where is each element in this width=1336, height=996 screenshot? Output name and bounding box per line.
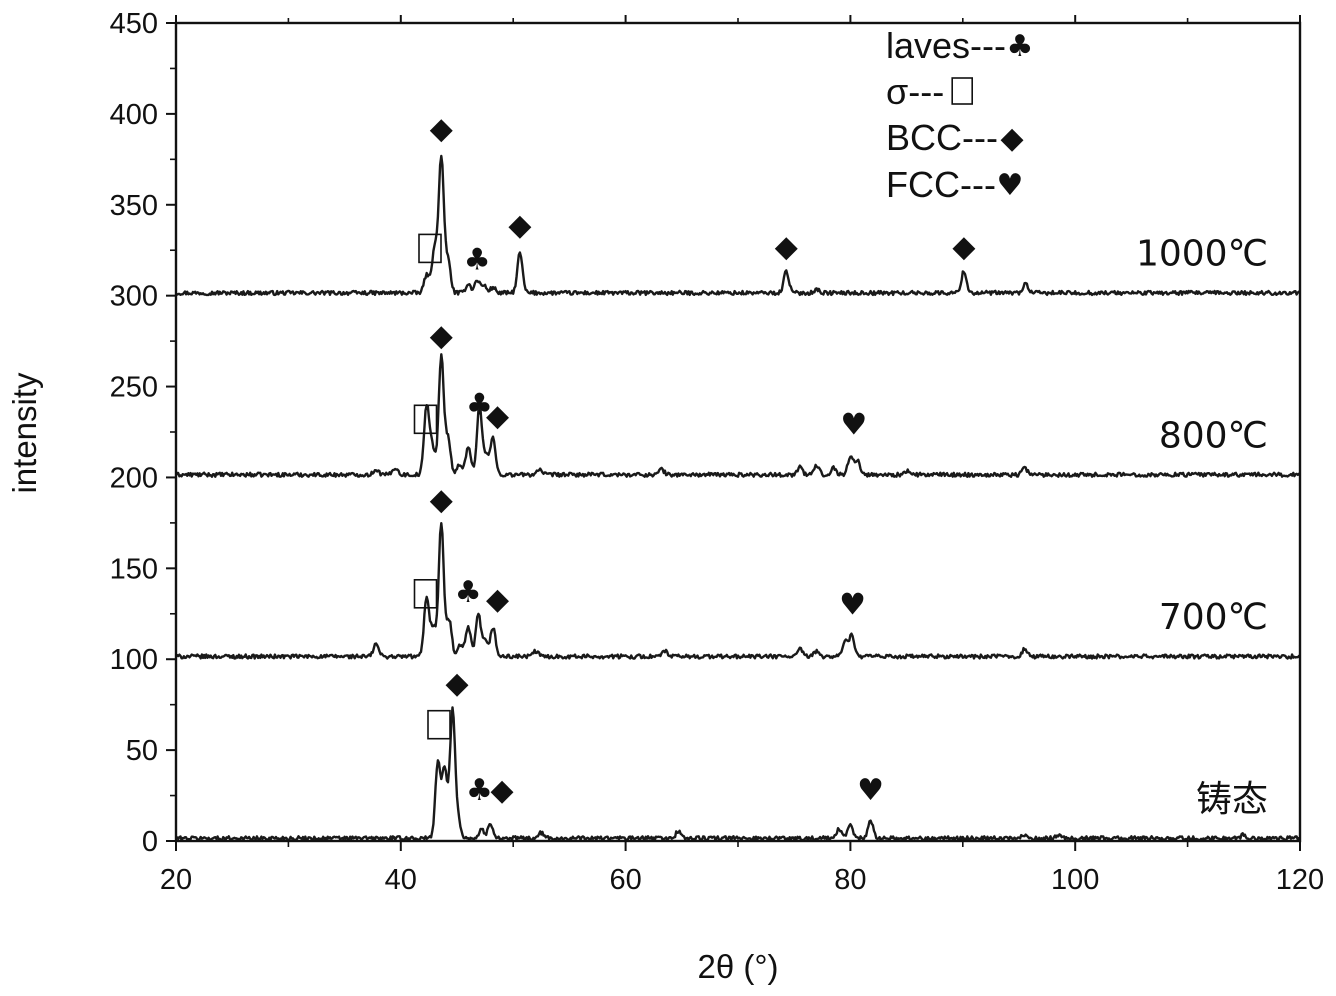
legend-sigma-symbol <box>951 77 974 105</box>
y-tick-label: 350 <box>110 190 158 222</box>
series-layer: 1000℃ 800℃ 700℃ 铸态 <box>174 154 1301 842</box>
diamond-phase-marker: ◆ <box>430 482 453 517</box>
sigma-phase-marker <box>413 404 438 435</box>
heart-phase-marker: ♥ <box>857 773 884 808</box>
legend-entry-text: FCC--- <box>886 164 996 205</box>
legend-diamond-symbol: ◆ <box>1000 121 1023 156</box>
series-label: 700℃ <box>1159 597 1268 638</box>
diamond-phase-marker: ◆ <box>490 773 513 808</box>
series-line <box>175 706 1301 842</box>
sigma-phase-marker <box>427 709 451 740</box>
legend-heart-symbol: ♥ <box>997 168 1024 203</box>
diamond-phase-marker: ◆ <box>486 399 509 434</box>
axis-layer: 20 40 60 80 100 120 0 50 100 150 200 250 300 350 400 45… <box>110 8 1325 896</box>
heart-phase-marker: ♥ <box>839 588 866 623</box>
series-label: 1000℃ <box>1136 234 1268 275</box>
y-tick-label: 0 <box>142 826 158 858</box>
legend-entry-text: BCC--- <box>886 117 998 158</box>
y-tick-label: 450 <box>110 8 158 40</box>
series-line <box>175 154 1301 297</box>
x-tick-label: 100 <box>1051 864 1099 896</box>
x-axis-label: 2θ (°) <box>697 948 778 985</box>
legend-entry-text: laves--- <box>886 25 1006 66</box>
club-phase-marker: ♣ <box>466 388 493 423</box>
x-tick-label: 80 <box>834 864 866 896</box>
club-phase-marker: ♣ <box>466 773 493 808</box>
series-line <box>174 353 1301 478</box>
x-tick-label: 120 <box>1276 864 1324 896</box>
x-tick-label: 60 <box>609 864 641 896</box>
heart-phase-marker: ♥ <box>840 408 867 443</box>
x-tick-label: 20 <box>160 864 192 896</box>
diamond-phase-marker: ◆ <box>486 582 509 617</box>
y-tick-label: 400 <box>110 99 158 131</box>
diamond-phase-marker: ◆ <box>430 111 453 146</box>
series-label: 铸态 <box>1196 779 1268 820</box>
legend-entry-text: σ--- <box>886 71 944 112</box>
y-tick-label: 300 <box>110 281 158 313</box>
series-label: 800℃ <box>1159 415 1268 456</box>
y-axis-label: intensity <box>6 372 43 494</box>
series-line <box>174 522 1301 660</box>
diamond-phase-marker: ◆ <box>508 208 531 243</box>
legend: laves--- ♣ σ--- BCC--- ◆FCC--- ♥ <box>886 25 1033 205</box>
y-tick-label: 200 <box>110 462 158 494</box>
y-tick-label: 150 <box>110 553 158 585</box>
x-tick-label: 40 <box>385 864 417 896</box>
diamond-phase-marker: ◆ <box>952 230 975 265</box>
diamond-phase-marker: ◆ <box>445 666 468 701</box>
legend-club-symbol: ♣ <box>1007 29 1034 64</box>
club-phase-marker: ♣ <box>455 575 482 610</box>
sigma-phase-marker <box>418 233 442 264</box>
sigma-phase-marker <box>413 578 438 609</box>
y-tick-label: 50 <box>126 735 158 767</box>
diamond-phase-marker: ◆ <box>430 319 453 354</box>
marker-layer: ◆♣◆◆ ◆◆♣◆ ♥◆♣ ◆ ♥◆♣◆ ♥ <box>413 111 975 808</box>
y-tick-label: 100 <box>110 644 158 676</box>
y-tick-label: 250 <box>110 372 158 404</box>
club-phase-marker: ♣ <box>464 242 491 277</box>
diamond-phase-marker: ◆ <box>775 230 798 265</box>
